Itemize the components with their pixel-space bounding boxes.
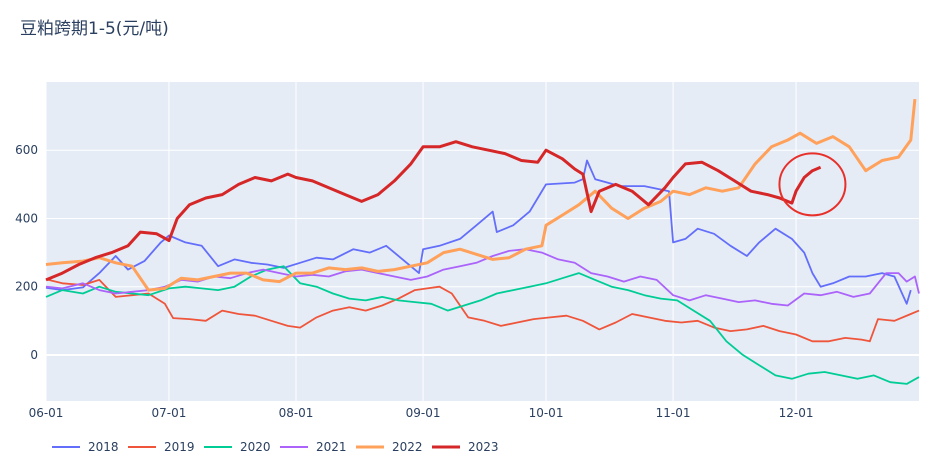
legend-label-2018: 2018 bbox=[88, 440, 119, 454]
legend-label-2019: 2019 bbox=[164, 440, 195, 454]
y-tick-label: 400 bbox=[15, 211, 38, 225]
series-line-2019 bbox=[45, 278, 920, 343]
chart-title: 豆粕跨期1-5(元/吨) bbox=[20, 19, 169, 39]
annotation-layer bbox=[778, 152, 847, 217]
x-tick-label: 10-01 bbox=[529, 406, 564, 420]
x-axis: 06-01 07-01 08-01 09-01 10-01 11-01 12-01 bbox=[29, 406, 814, 420]
plot-area bbox=[46, 82, 919, 401]
legend-label-2020: 2020 bbox=[240, 440, 271, 454]
y-tick-label: 200 bbox=[15, 280, 38, 294]
x-tick-label: 09-01 bbox=[406, 406, 441, 420]
series-line-2018 bbox=[45, 159, 912, 305]
x-tick-label: 07-01 bbox=[152, 406, 187, 420]
series-line-2022 bbox=[45, 98, 917, 292]
legend-label-2023: 2023 bbox=[468, 440, 499, 454]
y-axis: 0 200 400 600 bbox=[15, 143, 38, 362]
annotation-circle bbox=[778, 152, 847, 217]
x-tick-label: 12-01 bbox=[779, 406, 814, 420]
y-tick-label: 0 bbox=[30, 348, 38, 362]
x-tick-label: 06-01 bbox=[29, 406, 64, 420]
series-layer bbox=[45, 98, 920, 385]
series-line-2020 bbox=[45, 265, 920, 385]
legend: 2018 2019 2020 2021 2022 2023 bbox=[52, 440, 499, 454]
legend-label-2022: 2022 bbox=[392, 440, 423, 454]
y-tick-label: 600 bbox=[15, 143, 38, 157]
x-tick-label: 08-01 bbox=[279, 406, 314, 420]
legend-label-2021: 2021 bbox=[316, 440, 347, 454]
series-line-2023 bbox=[45, 140, 822, 282]
x-tick-label: 11-01 bbox=[656, 406, 691, 420]
